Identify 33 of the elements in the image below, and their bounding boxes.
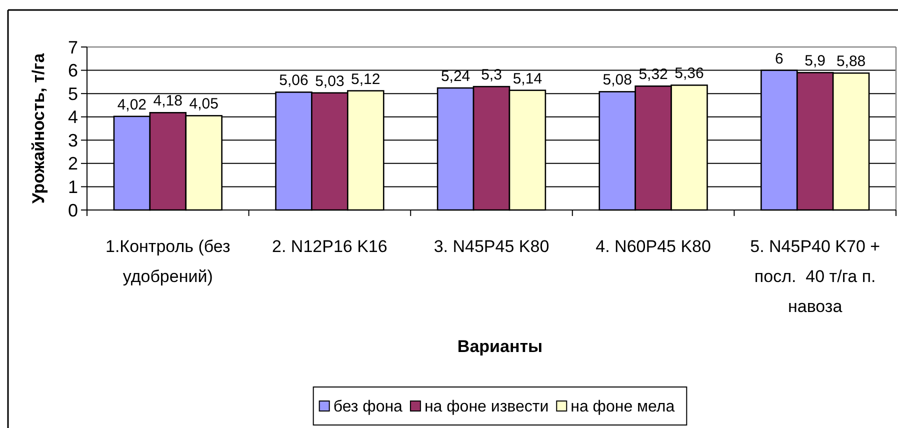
data-label: 4,02 [117,96,147,114]
y-tick-label: 6 [68,60,78,81]
data-label: 5,32 [638,66,668,84]
legend-label: без фона [333,398,403,416]
x-tick-label: 4. N60P45 K80 [596,237,711,256]
y-tick-label: 1 [68,177,78,198]
data-label: 5,3 [481,66,502,84]
x-tick-label: 5. N45P40 K70 + посл. 40 т/га п. навоза [750,237,880,316]
y-tick-label: 4 [68,107,78,128]
y-tick-label: 2 [68,154,78,174]
data-label: 5,88 [836,53,866,70]
y-tick-label: 3 [68,130,78,150]
y-tick-label: 7 [68,37,78,58]
x-axis-title: Варианты [457,337,543,356]
data-label: 4,18 [153,92,182,110]
data-label: 5,06 [279,72,308,90]
legend-label: на фоне извести [424,398,549,416]
data-label: 5,08 [602,72,632,89]
x-tick-label: 1.Контроль (без удобрений) [105,237,231,286]
data-label: 5,03 [315,72,344,90]
x-tick-label: 3. N45P45 K80 [434,237,550,256]
y-axis-title: Урожайность, т/га [29,52,48,204]
data-label: 6 [774,50,784,68]
y-tick-label: 5 [68,84,78,104]
data-label: 5,24 [440,68,470,85]
x-tick-label: 2. N12P16 K16 [272,237,388,256]
data-label: 5,36 [674,65,704,82]
y-tick-label: 0 [68,200,78,220]
data-label: 5,9 [804,52,826,70]
data-label: 5,12 [351,70,380,88]
data-label: 5,14 [512,70,542,88]
data-label: 4,05 [189,96,218,113]
legend-label: на фоне мела [570,398,675,416]
